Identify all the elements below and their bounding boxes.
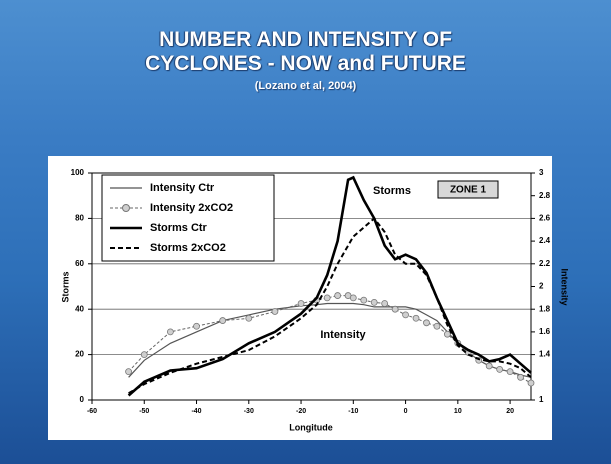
legend-label: Intensity Ctr: [150, 182, 215, 194]
series-marker: [370, 298, 378, 306]
series-marker: [297, 300, 305, 307]
x-tick-label: 0: [404, 408, 408, 415]
legend-label: Storms 2xCO2: [150, 242, 226, 254]
series-marker: [506, 368, 514, 376]
x-tick-label: -20: [296, 408, 306, 415]
zone-box: [437, 180, 499, 199]
series-marker: [323, 294, 331, 302]
y-tick-label: 80: [75, 214, 84, 223]
y2-tick-label: 2.4: [539, 236, 551, 245]
series-marker: [527, 379, 535, 387]
annotation: ZONE 1: [450, 185, 487, 196]
series-marker: [423, 319, 430, 327]
y-tick-label: 20: [75, 350, 84, 359]
y-tick-label: 0: [80, 395, 85, 404]
y-tick-label: 100: [71, 168, 85, 177]
series-marker: [140, 351, 148, 359]
series-marker: [125, 368, 132, 376]
plot: 02040608010011.41.61.822.22.42.62.83-60-…: [71, 168, 551, 415]
y2-tick-label: 2.2: [539, 259, 551, 268]
series-marker: [245, 314, 253, 322]
series-marker: [381, 300, 389, 307]
x-tick-label: -40: [191, 408, 201, 415]
series-line: [128, 216, 532, 395]
legend-label: Intensity 2xCO2: [150, 202, 233, 214]
x-tick-label: 10: [454, 408, 462, 415]
series-marker: [334, 292, 342, 299]
y2-tick-label: 2: [539, 282, 544, 291]
x-tick-label: -60: [87, 408, 97, 415]
x-axis-label: Longitude: [289, 422, 333, 432]
y2-axis-label: Intensity: [560, 268, 570, 305]
y2-tick-label: 1.6: [539, 327, 551, 336]
series-marker: [193, 322, 200, 330]
legend-marker: [122, 204, 130, 212]
y-axis-label: Storms: [60, 271, 70, 302]
series-marker: [517, 373, 524, 381]
y2-tick-label: 2.6: [539, 214, 551, 223]
series-marker: [219, 317, 227, 324]
x-tick-label: -30: [244, 408, 254, 415]
series-marker: [412, 314, 420, 322]
legend-box: [101, 174, 275, 262]
series-marker: [360, 296, 368, 304]
series-marker: [443, 330, 451, 338]
x-tick-label: 20: [506, 408, 514, 415]
y-tick-label: 60: [75, 259, 84, 268]
series-marker: [271, 308, 279, 315]
x-tick-label: -10: [348, 408, 358, 415]
y2-tick-label: 2.8: [539, 191, 551, 200]
x-tick-label: -50: [139, 408, 149, 415]
series-marker: [166, 328, 174, 336]
series-marker: [433, 322, 441, 330]
y2-tick-label: 3: [539, 168, 544, 177]
subtitle: (Lozano et al, 2004): [254, 80, 357, 92]
series-marker: [485, 362, 493, 370]
series-line: [127, 175, 532, 397]
series-marker: [349, 294, 357, 302]
y2-tick-label: 1.8: [539, 304, 551, 313]
plot-frame: [91, 172, 532, 401]
legend-label: Storms Ctr: [150, 222, 208, 234]
series-marker: [391, 305, 399, 313]
slide-title: NUMBER AND INTENSITY OF CYCLONES - NOW a…: [145, 28, 466, 75]
annotation: Storms: [373, 185, 411, 197]
annotation: Intensity: [320, 329, 366, 341]
series-marker: [496, 365, 504, 373]
series-marker: [402, 311, 409, 319]
y2-tick-label: 1: [539, 395, 544, 404]
y-tick-label: 40: [75, 304, 84, 313]
y2-tick-label: 1.4: [539, 350, 551, 359]
